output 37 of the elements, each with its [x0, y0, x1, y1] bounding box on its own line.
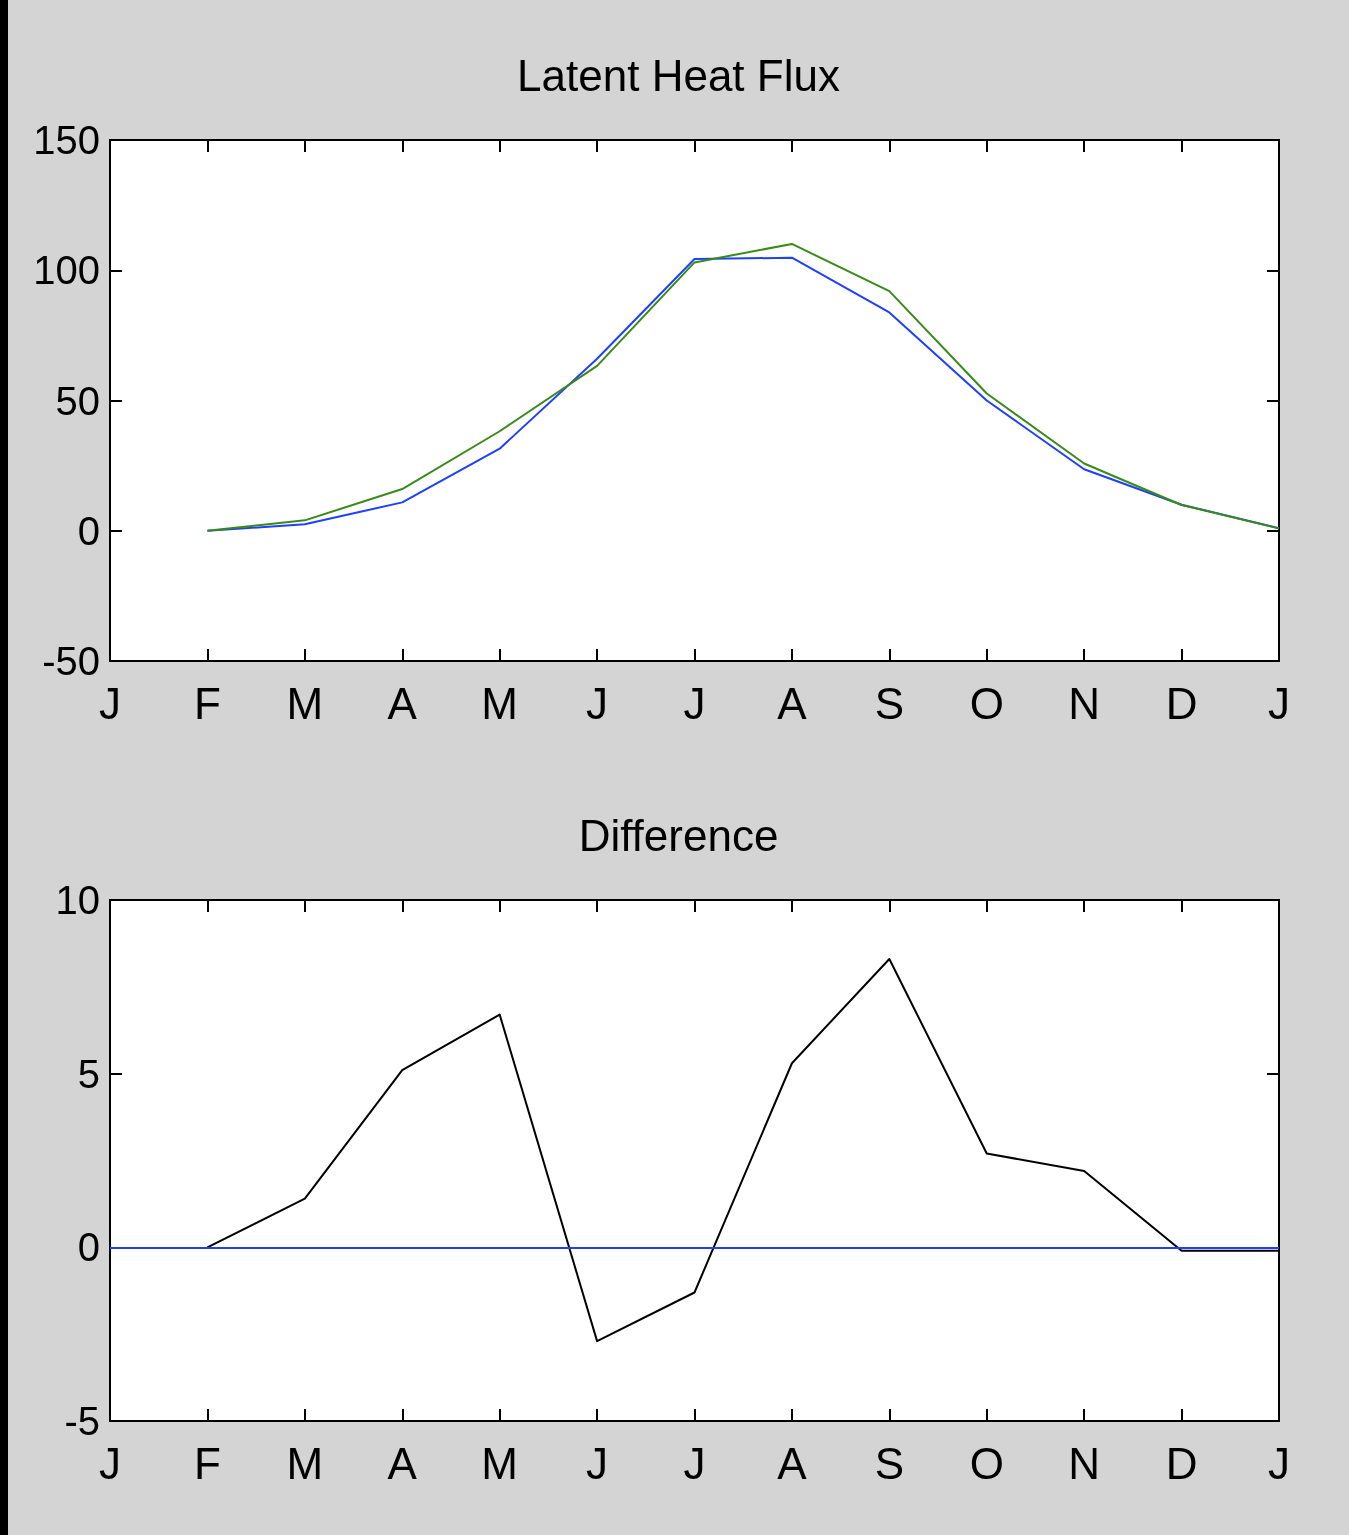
x-tick-label: M [481, 678, 518, 728]
y-tick-label: 100 [33, 248, 100, 293]
x-tick-label: F [193, 678, 221, 728]
x-tick-label: A [777, 1438, 808, 1488]
chart-title: Difference [578, 810, 779, 860]
x-tick-label: J [683, 678, 706, 728]
x-tick-label: J [1268, 678, 1290, 728]
y-tick-label: 10 [55, 878, 100, 922]
x-tick-label: J [586, 678, 609, 728]
y-tick-label: 5 [77, 1051, 100, 1096]
x-tick-label: N [1068, 1438, 1101, 1488]
x-tick-label: J [99, 1438, 121, 1488]
x-tick-label: O [969, 678, 1004, 728]
y-tick-label: 0 [77, 1225, 100, 1270]
y-tick-label: -50 [42, 639, 100, 683]
y-tick-label: 0 [77, 508, 100, 553]
x-tick-label: J [683, 1438, 706, 1488]
x-tick-label: J [586, 1438, 609, 1488]
x-tick-label: N [1068, 678, 1101, 728]
x-tick-label: J [99, 678, 121, 728]
y-tick-label: 50 [55, 378, 100, 423]
chart-title: Latent Heat Flux [517, 50, 840, 100]
x-tick-label: M [286, 1438, 324, 1488]
x-tick-label: D [1165, 1438, 1198, 1488]
x-tick-label: M [481, 1438, 518, 1488]
x-tick-label: S [874, 1438, 905, 1488]
y-tick-label: -5 [64, 1399, 100, 1443]
x-tick-label: A [387, 1438, 418, 1488]
x-tick-label: M [286, 678, 324, 728]
x-tick-label: O [969, 1438, 1004, 1488]
x-tick-label: D [1165, 678, 1198, 728]
x-tick-label: F [193, 1438, 221, 1488]
x-tick-label: A [387, 678, 418, 728]
x-tick-label: S [874, 678, 905, 728]
x-tick-label: A [777, 678, 808, 728]
x-tick-label: J [1268, 1438, 1290, 1488]
y-tick-label: 150 [33, 118, 100, 162]
